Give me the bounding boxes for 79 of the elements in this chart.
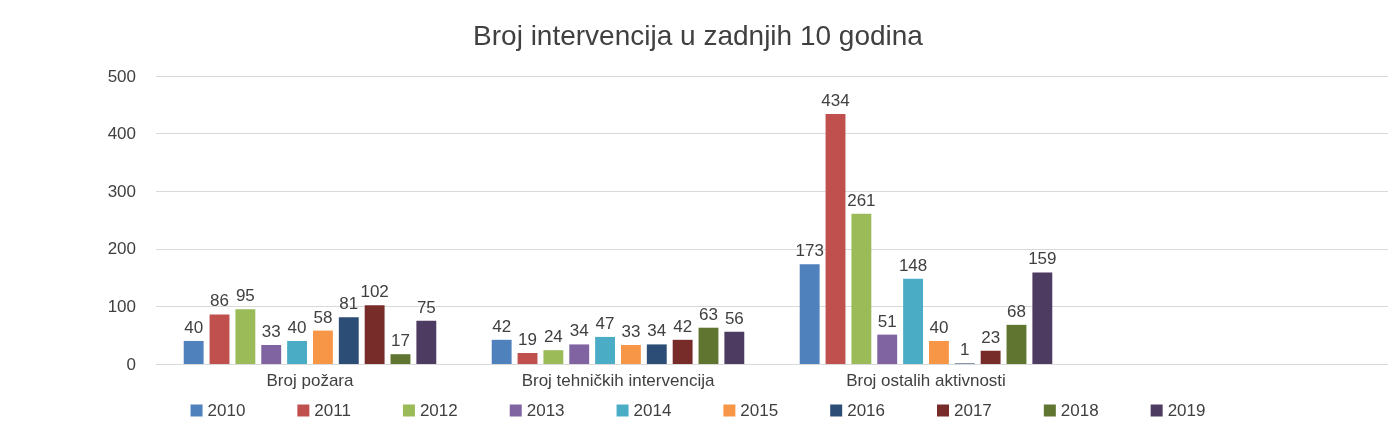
y-tick-label: 100 <box>107 296 136 316</box>
legend-label: 2018 <box>1060 401 1099 420</box>
bar <box>416 320 437 364</box>
data-label: 95 <box>235 286 255 306</box>
y-tick-label: 400 <box>107 124 136 144</box>
bar <box>724 331 745 364</box>
data-label: 148 <box>898 255 928 275</box>
bar <box>312 330 333 364</box>
data-label: 159 <box>1028 249 1057 269</box>
legend-label: 2011 <box>314 401 351 420</box>
bar <box>364 305 385 364</box>
data-label: 102 <box>360 282 389 302</box>
y-tick-label: 200 <box>107 239 136 259</box>
legend-label: 2019 <box>1167 401 1206 420</box>
data-label: 17 <box>391 331 410 351</box>
data-label: 42 <box>492 316 512 336</box>
data-label: 47 <box>595 313 615 333</box>
bar <box>1006 324 1027 364</box>
data-label: 34 <box>647 321 667 341</box>
data-label: 40 <box>929 317 949 337</box>
data-label: 33 <box>261 321 281 341</box>
x-tick-label: Broj tehničkih intervencija <box>521 371 715 390</box>
data-label: 1 <box>960 340 970 360</box>
x-tick-label: Broj požara <box>266 371 355 390</box>
bar <box>595 336 616 364</box>
bar <box>698 327 719 364</box>
y-tick-label: 500 <box>107 66 136 86</box>
y-tick-label: 300 <box>107 181 136 201</box>
bar <box>851 213 872 364</box>
bar <box>672 339 693 364</box>
bar <box>183 340 204 364</box>
data-label: 261 <box>847 190 876 210</box>
bar <box>261 344 282 364</box>
data-label: 81 <box>339 294 359 314</box>
data-label: 51 <box>877 311 897 331</box>
bar <box>928 340 949 364</box>
data-label: 42 <box>673 316 693 336</box>
bar <box>980 350 1001 364</box>
data-label: 173 <box>795 241 824 261</box>
data-label: 75 <box>416 297 436 317</box>
data-label: 58 <box>313 307 333 327</box>
legend-label: 2012 <box>419 401 458 420</box>
chart-title: Broj intervencija u zadnjih 10 godina <box>473 19 924 51</box>
bar <box>646 344 667 364</box>
legend-label: 2016 <box>847 401 886 420</box>
legend-label: 2013 <box>526 401 565 420</box>
bar <box>569 344 590 364</box>
bar <box>620 344 641 364</box>
data-label: 34 <box>569 321 589 341</box>
bar <box>338 317 359 364</box>
data-label: 86 <box>210 291 229 311</box>
bar <box>903 278 924 364</box>
x-tick-label: Broj ostalih aktivnosti <box>846 371 1006 390</box>
bar <box>209 314 230 364</box>
data-label: 434 <box>821 91 850 111</box>
legend-label: 2017 <box>954 401 992 420</box>
legend-label: 2015 <box>740 401 779 420</box>
data-label: 24 <box>543 327 563 347</box>
bar <box>825 114 846 364</box>
data-label: 19 <box>518 330 537 350</box>
y-tick-label: 0 <box>126 354 136 374</box>
bar <box>235 309 256 364</box>
data-label: 40 <box>184 317 204 337</box>
data-label: 68 <box>1007 301 1026 321</box>
legend-label: 2014 <box>633 401 672 420</box>
bar <box>491 339 512 364</box>
data-label: 33 <box>621 321 641 341</box>
legend-label: 2010 <box>207 401 246 420</box>
data-label: 40 <box>287 317 307 337</box>
bar <box>517 353 538 364</box>
bar <box>1032 272 1053 364</box>
bar <box>799 264 820 364</box>
data-label: 56 <box>724 308 744 328</box>
data-label: 23 <box>981 327 1001 347</box>
bar <box>287 340 308 364</box>
bar <box>877 334 898 364</box>
bar <box>543 350 564 364</box>
bar <box>390 354 411 364</box>
data-label: 63 <box>699 304 718 324</box>
